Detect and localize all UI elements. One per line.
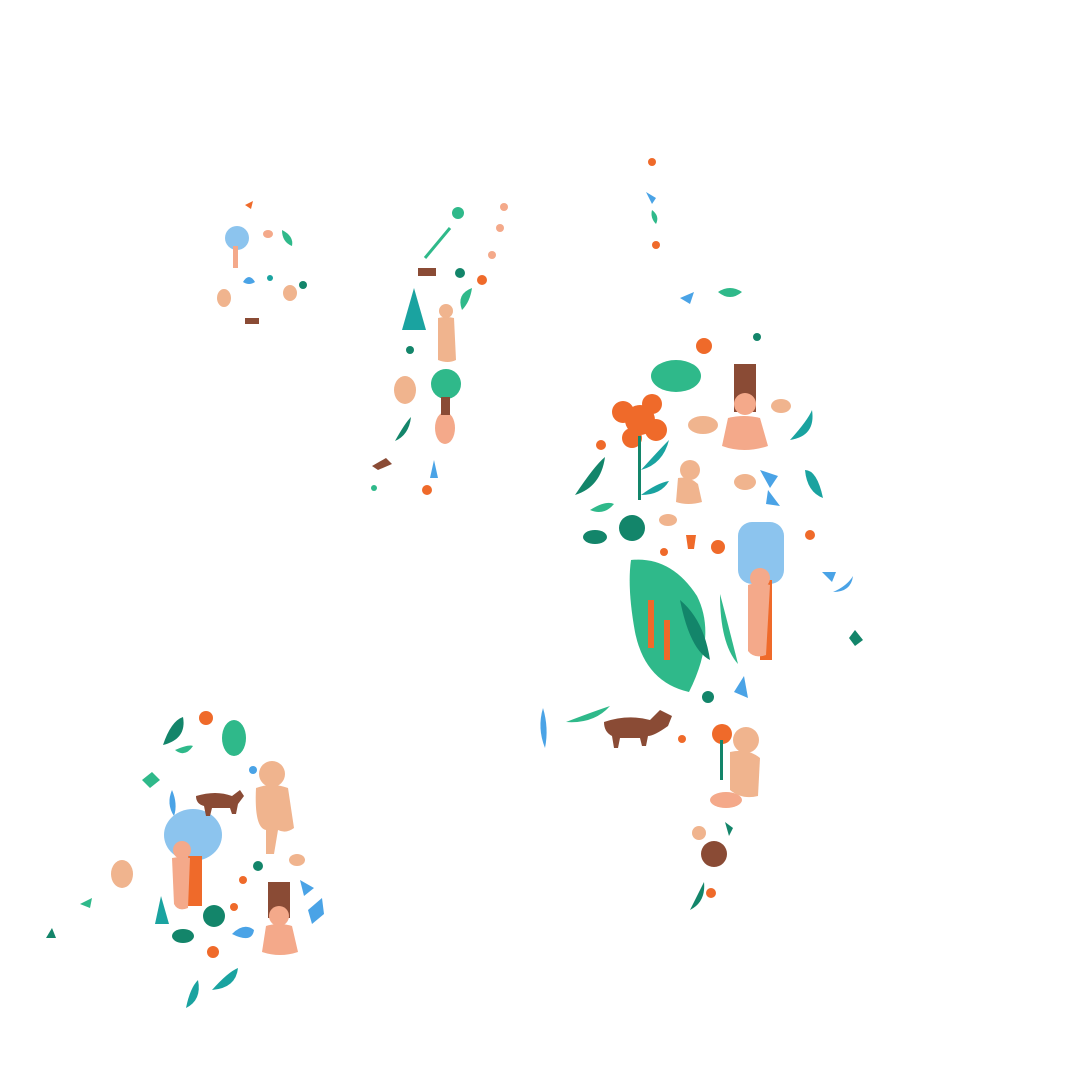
- bottom-left-cluster: [46, 711, 324, 1008]
- plant-icon: [619, 333, 761, 898]
- leaf-icon: [540, 410, 863, 910]
- leaf-icon: [651, 210, 658, 224]
- bird-icon: [659, 292, 836, 582]
- leaf-icon: [46, 717, 324, 1008]
- dog-icon: [372, 268, 436, 470]
- turtle-icon: [583, 530, 607, 544]
- person-icon: [217, 285, 297, 307]
- flower-icon: [596, 338, 815, 780]
- leaf-icon: [243, 230, 307, 289]
- tree-icon: [431, 369, 461, 415]
- tree-icon: [225, 226, 249, 268]
- flower-icon: [648, 158, 660, 249]
- dog-icon: [245, 318, 259, 324]
- rabbit-icon: [688, 399, 791, 434]
- person-icon: [676, 393, 770, 798]
- dog-icon: [196, 790, 244, 816]
- bird-icon: [245, 201, 273, 238]
- person-icon: [394, 304, 456, 444]
- bird-icon: [646, 192, 656, 204]
- small-top-left-cluster: [217, 201, 307, 324]
- person-icon: [172, 761, 298, 955]
- leaf-icon: [395, 207, 472, 441]
- plant-icon: [155, 711, 263, 958]
- dog-icon: [604, 710, 672, 748]
- plant-icon: [371, 203, 508, 495]
- rabbit-icon: [111, 854, 305, 888]
- bush-icon: [629, 288, 742, 692]
- diagonal-strip-cluster: [371, 203, 508, 495]
- top-thin-strip-cluster: [646, 158, 660, 249]
- large-right-cluster: [540, 288, 863, 910]
- squirrel-icon: [692, 826, 727, 867]
- turtle-icon: [172, 929, 194, 943]
